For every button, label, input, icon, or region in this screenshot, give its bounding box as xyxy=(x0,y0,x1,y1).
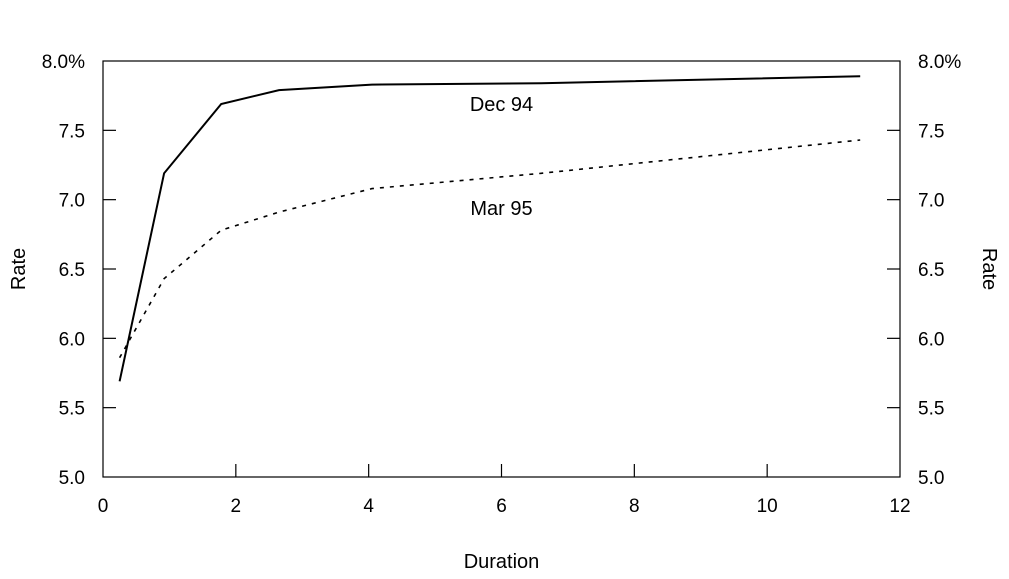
y-tick-label-right: 6.5 xyxy=(918,260,944,281)
y-tick-label-right: 7.0 xyxy=(918,191,944,212)
x-tick-label: 12 xyxy=(889,496,910,517)
annotation-layer: Dec 94 Mar 95 xyxy=(470,94,533,220)
y-axis-left-title: Rate xyxy=(8,248,30,290)
y-tick-label-right: 6.0 xyxy=(918,329,944,350)
x-tick-label: 4 xyxy=(363,496,374,517)
x-tick-label: 2 xyxy=(231,496,242,517)
y-tick-label-left: 7.5 xyxy=(59,121,85,142)
y-tick-label-right: 8.0% xyxy=(918,52,961,73)
series-line-mar-95 xyxy=(118,139,861,359)
series-annotation-label: Mar 95 xyxy=(470,198,532,220)
y-axis-right-ticks: 5.0 5.5 6.0 6.5 7.0 7.5 8.0% xyxy=(887,52,961,489)
series-layer xyxy=(118,75,861,382)
y-tick-label-left: 7.0 xyxy=(59,191,85,212)
x-axis-ticks: 0 2 4 6 8 10 12 xyxy=(98,464,911,517)
plot-frame xyxy=(102,60,901,478)
y-tick-label-left: 5.0 xyxy=(59,468,85,489)
x-tick-label: 6 xyxy=(496,496,507,517)
y-axis-left-ticks: 5.0 5.5 6.0 6.5 7.0 7.5 8.0% xyxy=(42,52,116,489)
y-tick-label-right: 5.5 xyxy=(918,399,944,420)
y-axis-right-title: Rate xyxy=(978,248,1000,290)
x-tick-label: 8 xyxy=(629,496,640,517)
y-tick-label-left: 5.5 xyxy=(59,399,85,420)
x-tick-label: 0 xyxy=(98,496,109,517)
series-annotation-label: Dec 94 xyxy=(470,94,533,116)
x-tick-label: 10 xyxy=(757,496,778,517)
y-tick-label-left: 6.5 xyxy=(59,260,85,281)
y-tick-label-right: 7.5 xyxy=(918,121,944,142)
x-axis-title: Duration xyxy=(464,551,540,573)
y-tick-label-left: 8.0% xyxy=(42,52,85,73)
y-tick-label-left: 6.0 xyxy=(59,329,85,350)
series-line-dec-94 xyxy=(118,75,861,382)
y-tick-label-right: 5.0 xyxy=(918,468,944,489)
